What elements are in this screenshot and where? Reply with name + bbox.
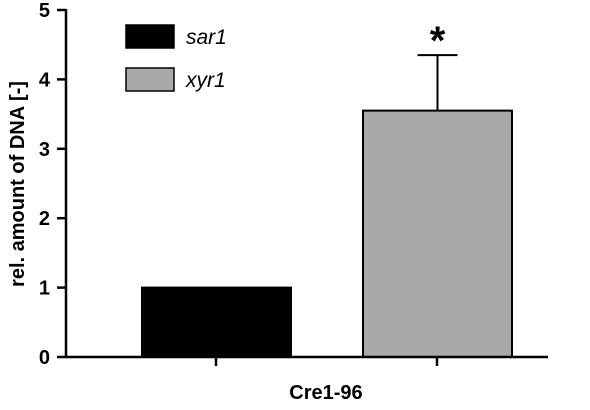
legend-label-sar1: sar1 bbox=[186, 26, 227, 49]
x-axis-title: Cre1-96 bbox=[289, 382, 362, 404]
bars: * bbox=[141, 19, 513, 359]
y-tick-label: 5 bbox=[39, 0, 50, 22]
y-axis-ticks: 0 1 2 3 4 5 bbox=[39, 0, 66, 369]
legend: sar1 xyr1 bbox=[125, 24, 227, 92]
y-axis-title: rel. amount of DNA [-] bbox=[7, 81, 29, 287]
significance-mark: * bbox=[430, 19, 446, 63]
bar-xyr1 bbox=[362, 109, 513, 358]
y-tick-label: 0 bbox=[39, 347, 50, 369]
y-tick-label: 4 bbox=[39, 69, 51, 91]
legend-swatch-sar1 bbox=[125, 24, 175, 49]
legend-label-xyr1: xyr1 bbox=[185, 69, 226, 92]
y-tick-label: 1 bbox=[39, 278, 50, 300]
y-tick-label: 3 bbox=[39, 139, 50, 161]
bar-sar1 bbox=[141, 286, 292, 359]
y-tick-label: 2 bbox=[39, 208, 50, 230]
legend-swatch-xyr1 bbox=[125, 67, 175, 92]
